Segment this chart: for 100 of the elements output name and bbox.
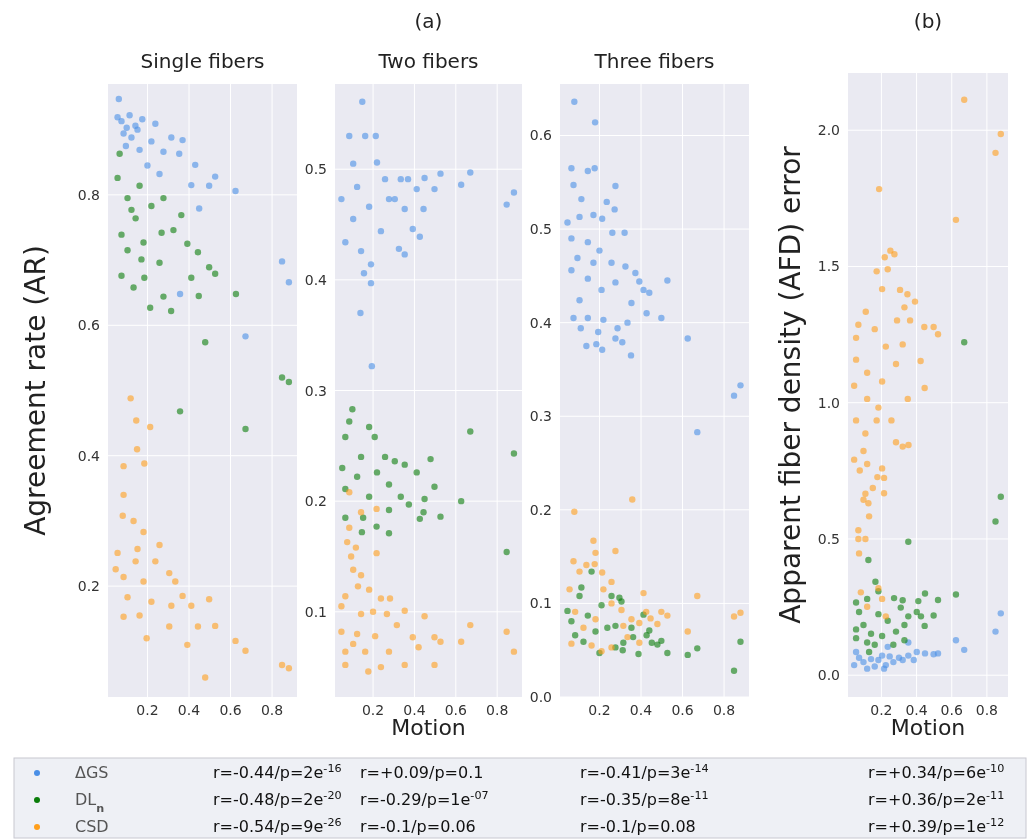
point bbox=[737, 382, 744, 389]
point bbox=[353, 183, 361, 191]
point bbox=[608, 578, 615, 586]
point bbox=[127, 395, 134, 402]
point bbox=[401, 661, 408, 669]
point bbox=[921, 650, 929, 657]
point bbox=[176, 408, 184, 415]
point bbox=[124, 594, 131, 601]
point bbox=[576, 568, 583, 575]
point bbox=[362, 648, 369, 655]
point bbox=[372, 132, 379, 140]
point bbox=[878, 652, 886, 659]
point bbox=[373, 549, 380, 557]
point bbox=[620, 639, 627, 646]
point bbox=[598, 346, 606, 353]
point bbox=[385, 648, 393, 655]
point bbox=[338, 603, 345, 610]
point bbox=[664, 612, 671, 619]
point bbox=[648, 639, 655, 646]
chart-title: (b) bbox=[913, 9, 943, 33]
point bbox=[867, 630, 875, 637]
point bbox=[899, 597, 906, 604]
point bbox=[168, 134, 175, 141]
point bbox=[568, 640, 575, 647]
point bbox=[892, 628, 900, 635]
point bbox=[457, 497, 465, 505]
point bbox=[130, 284, 137, 291]
point bbox=[614, 325, 621, 332]
point bbox=[852, 634, 860, 642]
point bbox=[570, 314, 577, 322]
point bbox=[878, 632, 886, 640]
point bbox=[431, 661, 438, 669]
text: r=-0.44/p=2e$^{-16}$ bbox=[213, 761, 342, 782]
point bbox=[179, 136, 186, 144]
legend-label: DL$_{n}$ bbox=[75, 790, 105, 815]
point bbox=[357, 509, 365, 516]
point bbox=[146, 423, 154, 431]
point bbox=[118, 272, 125, 279]
point bbox=[875, 610, 882, 618]
point bbox=[872, 578, 879, 585]
text: r=-0.29/p=1e$^{-07}$ bbox=[360, 788, 489, 809]
point bbox=[730, 613, 738, 620]
point bbox=[124, 247, 131, 254]
point bbox=[503, 201, 510, 208]
point bbox=[342, 648, 349, 655]
point bbox=[694, 592, 701, 600]
point bbox=[600, 586, 607, 593]
x-tick-label: 0.2 bbox=[870, 702, 893, 718]
y-tick-label: 0.4 bbox=[77, 447, 101, 464]
point bbox=[608, 644, 615, 651]
point bbox=[242, 333, 249, 340]
point bbox=[570, 181, 577, 189]
point bbox=[342, 433, 349, 441]
point bbox=[867, 655, 875, 663]
point bbox=[604, 624, 611, 631]
point bbox=[590, 537, 597, 544]
point bbox=[194, 623, 202, 630]
point bbox=[684, 335, 691, 342]
point bbox=[612, 547, 619, 555]
y-tick-label: 0.0 bbox=[529, 689, 552, 705]
point bbox=[997, 610, 1004, 617]
point bbox=[884, 643, 891, 651]
point bbox=[611, 206, 618, 213]
chart-subtitle: (a) bbox=[414, 9, 443, 33]
point bbox=[997, 493, 1004, 500]
point bbox=[278, 661, 286, 669]
point bbox=[139, 116, 146, 123]
point bbox=[120, 130, 127, 137]
point bbox=[401, 205, 408, 213]
point bbox=[592, 628, 599, 635]
point bbox=[118, 231, 125, 238]
point bbox=[624, 633, 631, 641]
point bbox=[404, 175, 412, 183]
point bbox=[646, 289, 653, 296]
point bbox=[658, 608, 665, 616]
x-tick-label: 0.4 bbox=[177, 702, 201, 718]
point bbox=[383, 610, 391, 618]
point bbox=[132, 558, 139, 565]
x-tick-label: 0.6 bbox=[671, 702, 694, 718]
point bbox=[577, 325, 584, 332]
y-tick-label: 0.2 bbox=[529, 501, 552, 518]
y-tick-label: 0.4 bbox=[304, 271, 328, 288]
point bbox=[365, 423, 373, 431]
point bbox=[578, 195, 585, 203]
point bbox=[737, 638, 744, 645]
x-tick-label: 0.2 bbox=[136, 702, 159, 718]
point bbox=[146, 304, 154, 311]
point bbox=[621, 229, 628, 236]
point bbox=[629, 633, 637, 641]
point bbox=[126, 112, 133, 119]
point bbox=[574, 254, 581, 262]
text: r=+0.34/p=6e$^{-10}$ bbox=[868, 761, 1005, 782]
point bbox=[855, 654, 863, 661]
point bbox=[921, 622, 928, 630]
y-tick-label: 0.3 bbox=[304, 382, 327, 399]
point bbox=[409, 634, 416, 641]
point bbox=[211, 173, 219, 180]
point bbox=[875, 656, 882, 664]
point bbox=[886, 653, 893, 660]
point bbox=[570, 558, 577, 565]
